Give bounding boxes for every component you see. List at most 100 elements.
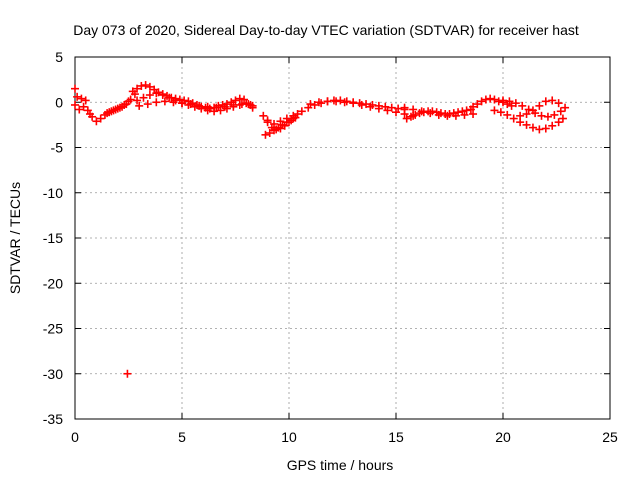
data-point [469,110,478,119]
data-point [518,101,527,110]
data-point [357,100,366,109]
data-point [263,116,272,125]
y-axis-label: SDTVAR / TECUs [7,182,23,294]
data-point [554,118,563,127]
data-point [103,109,112,118]
data-series-sdtvar [71,81,570,378]
data-point [516,111,525,120]
data-point [216,106,225,115]
data-point [509,114,518,123]
data-point [152,98,161,107]
y-tick-label: -20 [43,275,63,291]
data-point [111,105,120,114]
data-point [92,117,101,126]
data-point [477,97,486,106]
data-point [178,99,186,108]
data-point [537,111,546,120]
y-tick-label: -30 [43,366,63,382]
data-point [289,111,298,120]
data-point [71,84,79,93]
data-point [336,96,345,105]
data-point [203,102,212,111]
data-point [128,87,137,96]
data-point [558,114,567,123]
y-tick-label: -35 [43,411,63,427]
data-point [212,103,221,112]
data-point [160,97,169,106]
data-point [561,103,570,112]
data-point [541,124,550,133]
data-point [490,106,499,115]
data-point [152,89,161,98]
data-point [123,369,132,378]
data-point [169,98,178,107]
data-point [306,100,315,109]
data-point [231,96,240,105]
data-point [522,120,531,129]
data-point [137,81,146,90]
x-tick-label: 25 [602,429,618,445]
data-point [186,100,195,109]
x-tick-label: 0 [71,429,79,445]
data-point [554,99,563,108]
y-tick-label: -15 [43,230,63,246]
data-point [120,100,129,109]
x-tick-label: 10 [281,429,297,445]
data-point [556,107,565,116]
data-point [314,98,323,107]
data-point [287,116,296,125]
x-axis: 0 5 10 15 20 25 [71,57,618,445]
data-point [274,123,283,132]
data-point [462,106,471,115]
data-point [71,100,79,109]
x-tick-label: 20 [495,429,511,445]
y-tick-label: 5 [55,49,63,65]
data-point [426,109,435,118]
x-tick-label: 15 [388,429,404,445]
data-point [543,112,552,121]
data-point [246,100,255,109]
data-point [242,99,251,108]
data-point [460,110,469,119]
data-point [496,108,505,117]
data-point [443,111,452,120]
data-point [340,98,349,107]
y-tick-label: -5 [51,140,64,156]
data-point [276,117,285,126]
data-point [282,114,291,123]
data-point [383,106,392,115]
data-point [505,97,514,106]
data-point [229,100,238,109]
data-point [417,107,426,116]
data-point [332,97,341,106]
chart-title: Day 073 of 2020, Sidereal Day-to-day VTE… [73,22,579,38]
data-point [411,110,420,119]
data-point [133,84,142,93]
grid-lines [75,57,610,419]
data-point [143,100,152,109]
data-point [133,96,142,105]
data-point [237,100,246,109]
data-point [522,110,531,119]
data-point [490,95,499,104]
data-point [366,102,375,111]
data-point [79,102,88,111]
data-point [349,99,358,108]
data-point [486,94,495,103]
data-point [392,108,400,117]
data-point [374,104,383,113]
data-point [261,130,270,139]
data-point [362,100,371,109]
data-point [190,102,199,111]
data-point [297,107,306,116]
data-point [387,103,396,112]
data-point [548,121,557,130]
data-point [535,101,544,110]
data-point [409,105,418,114]
data-point [165,93,174,102]
data-point [451,111,460,120]
data-point [310,100,319,109]
y-axis: 5 0 -5 -10 -15 -20 -25 -30 -35 [43,49,610,427]
data-point [402,114,411,123]
